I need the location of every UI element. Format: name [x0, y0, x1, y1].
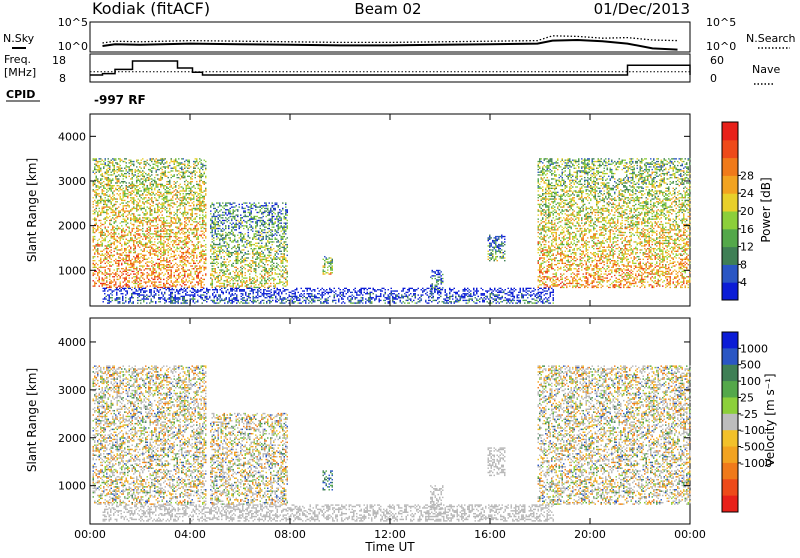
range-tick-label: 4000: [58, 336, 86, 349]
range-tick-label: 2000: [58, 432, 86, 445]
colorbar-swatch: [722, 479, 738, 496]
colorbar-swatch: [722, 158, 738, 176]
noise-line-sky: [103, 40, 678, 50]
colorbar-tick-label: 500: [740, 359, 761, 372]
colorbar-swatch: [722, 414, 738, 431]
noise-tick-right-top: 10^5: [706, 16, 736, 29]
noise-right-label: N.Search: [746, 32, 796, 45]
colorbar-swatch: [722, 247, 738, 265]
colorbar-tick-label: -500: [740, 441, 765, 454]
station-title: Kodiak (fitACF): [92, 0, 210, 18]
scatter-region-2: [323, 470, 334, 490]
scatter-region-0: [93, 365, 207, 504]
freq-label: Freq.: [4, 53, 31, 66]
noise-tick-left-top: 10^5: [58, 16, 88, 29]
colorbar-swatch: [722, 229, 738, 247]
range-tick-label: 3000: [58, 175, 86, 188]
power-scatter: [93, 158, 691, 304]
frequency-series: [90, 61, 690, 75]
cpid-value: -997 RF: [94, 93, 146, 107]
time-tick-label: 00:00: [674, 528, 706, 541]
colorbar-swatch: [722, 381, 738, 398]
nave-tick-top: 60: [710, 54, 724, 67]
freq-tick-bottom: 8: [59, 72, 66, 85]
scatter-region-0: [93, 158, 207, 288]
colorbar-tick-label: -100: [740, 424, 765, 437]
time-axis-label: Time UT: [364, 540, 415, 554]
scatter-region-4: [488, 447, 506, 476]
colorbar-tick-label: 12: [740, 241, 754, 254]
colorbar-tick-label: 8: [740, 258, 747, 271]
scatter-region-2: [323, 256, 334, 275]
scatter-region-5: [538, 158, 691, 288]
velocity-panel-frame: [90, 318, 690, 524]
scatter-region-1: [210, 202, 288, 288]
colorbar-tick-label: 25: [740, 391, 754, 404]
frequency-panel: Freq. [MHz] Nave 18 8 60 0: [4, 53, 780, 85]
scatter-region-5: [538, 365, 691, 504]
scatter-region-1: [210, 413, 288, 505]
colorbar-swatch: [722, 447, 738, 464]
colorbar-tick-label: 16: [740, 223, 754, 236]
colorbar-swatch: [722, 140, 738, 158]
power-panel: 1000 2000 3000 4000 Slant Range [km] 4 8 12 16…: [25, 114, 773, 306]
scatter-region-4: [488, 235, 506, 262]
range-tick-label: 2000: [58, 220, 86, 233]
noise-tick-left-bottom: 10^0: [58, 40, 88, 53]
colorbar-swatch: [722, 430, 738, 447]
noise-panel-frame: [90, 22, 690, 52]
colorbar-tick-label: 1000: [740, 342, 768, 355]
colorbar-swatch: [722, 332, 738, 349]
noise-left-label: N.Sky: [3, 32, 35, 45]
colorbar-tick-label: -25: [740, 408, 758, 421]
noise-series: [103, 36, 678, 50]
power-ylabel: Slant Range [km]: [25, 158, 39, 262]
cpid-label: CPID: [6, 88, 35, 101]
colorbar-swatch: [722, 463, 738, 480]
scatter-region-6: [103, 504, 555, 521]
colorbar-swatch: [722, 365, 738, 382]
noise-panel: N.Sky N.Search 10^5 10^0 10^5 10^0: [3, 16, 796, 53]
range-tick-label: 4000: [58, 130, 86, 143]
velocity-ylabel: Slant Range [km]: [25, 368, 39, 472]
colorbar-tick-label: 20: [740, 205, 754, 218]
velocity-scatter: [93, 365, 691, 521]
date-title: 01/Dec/2013: [594, 0, 690, 18]
freq-tick-top: 18: [52, 54, 66, 67]
power-colorbar: 4 8 12 16 20 24 28: [722, 122, 754, 301]
colorbar-tick-label: 28: [740, 169, 754, 182]
colorbar-swatch: [722, 211, 738, 229]
colorbar-swatch: [722, 193, 738, 211]
nave-tick-bottom: 0: [710, 72, 717, 85]
time-tick-label: 16:00: [474, 528, 506, 541]
velocity-panel: 1000 2000 3000 4000 Slant Range [km] 1000 50…: [25, 318, 777, 524]
scatter-region-6: [103, 288, 555, 304]
colorbar-tick-label: 100: [740, 375, 761, 388]
range-tick-label: 1000: [58, 264, 86, 277]
frequency-line: [90, 61, 690, 75]
colorbar-swatch: [722, 348, 738, 365]
time-tick-label: 00:00: [74, 528, 106, 541]
colorbar-swatch: [722, 264, 738, 282]
velocity-colorbar-label: Velocity [m s⁻¹]: [763, 373, 777, 466]
beam-title: Beam 02: [354, 0, 421, 18]
freq-unit-label: [MHz]: [4, 66, 36, 79]
power-colorbar-label: Power [dB]: [759, 177, 773, 242]
time-tick-label: 04:00: [174, 528, 206, 541]
time-tick-label: 20:00: [574, 528, 606, 541]
range-tick-label: 1000: [58, 480, 86, 493]
range-tick-label: 3000: [58, 384, 86, 397]
nave-label: Nave: [752, 63, 780, 76]
colorbar-tick-label: 4: [740, 276, 747, 289]
colorbar-swatch: [722, 175, 738, 193]
noise-tick-right-bottom: 10^0: [706, 40, 736, 53]
colorbar-swatch: [722, 122, 738, 140]
colorbar-tick-label: 24: [740, 187, 754, 200]
noise-line-search: [103, 36, 678, 43]
colorbar-swatch: [722, 397, 738, 414]
colorbar-swatch: [722, 282, 738, 300]
colorbar-swatch: [722, 496, 738, 513]
time-tick-label: 08:00: [274, 528, 306, 541]
